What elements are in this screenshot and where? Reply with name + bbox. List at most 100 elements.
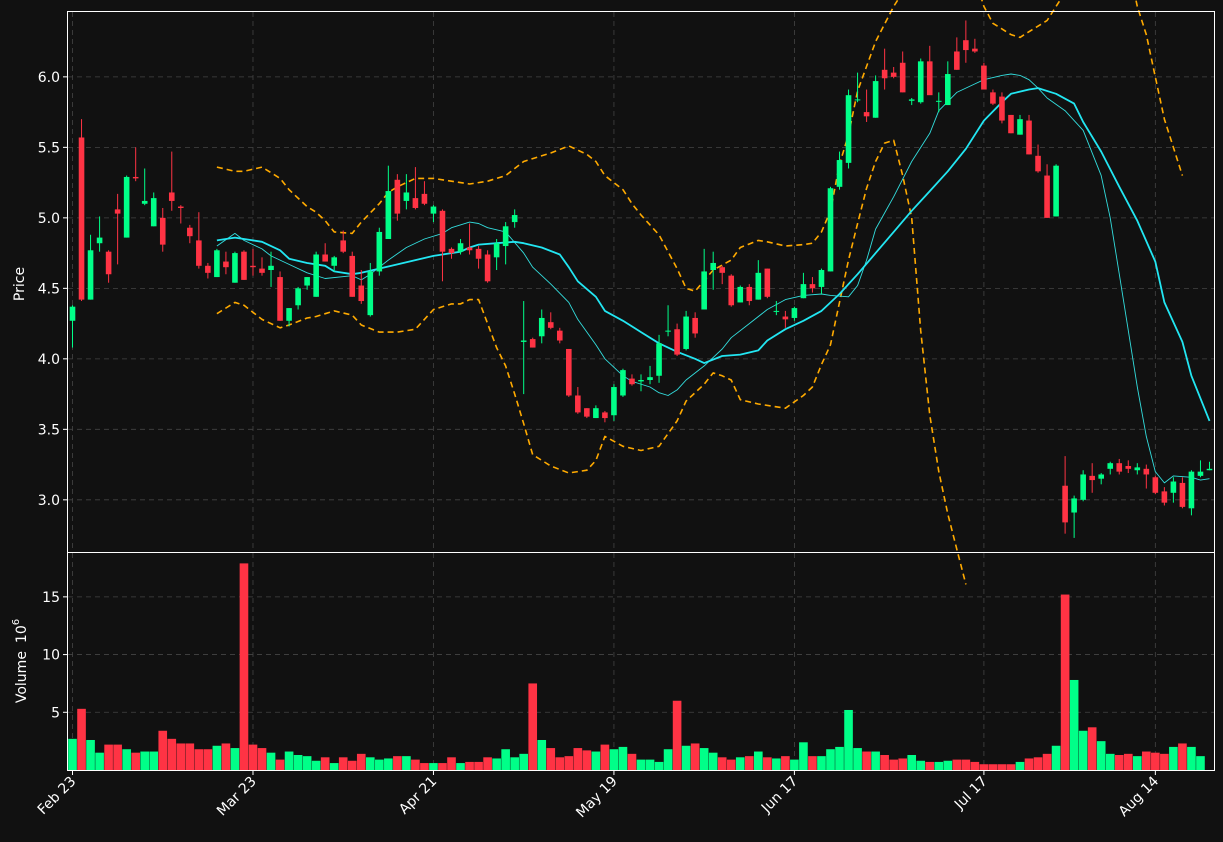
candle-body	[917, 61, 924, 103]
volume-tick-label: 5	[51, 705, 60, 721]
candle-body	[1053, 165, 1059, 217]
candle-body	[566, 348, 572, 396]
volume-bar	[212, 745, 222, 770]
volume-bar	[140, 751, 150, 770]
volume-bar	[627, 753, 637, 770]
candle-body	[159, 217, 166, 245]
candle-body	[349, 255, 356, 297]
candle-body	[241, 251, 247, 280]
candle-body	[1017, 119, 1023, 135]
candle-body	[1035, 155, 1041, 172]
candle-body	[538, 317, 545, 337]
short-moving-average-line	[216, 73, 1210, 484]
volume-bar	[907, 754, 917, 770]
candle-body	[575, 395, 581, 413]
candle-body	[313, 254, 319, 297]
volume-bar	[1087, 727, 1097, 770]
volume-axis-exponent-power: 6	[11, 619, 22, 625]
candle-body	[1062, 485, 1068, 523]
candle-body	[1206, 468, 1213, 471]
volume-bar	[1151, 752, 1160, 770]
volume-bar	[311, 760, 321, 770]
volume-bars	[68, 563, 1205, 770]
volume-bar	[1169, 746, 1178, 770]
candle-body	[484, 254, 491, 282]
candle-body	[1026, 120, 1032, 155]
volume-bar	[411, 759, 420, 770]
volume-bar	[591, 751, 601, 770]
candle-body	[710, 262, 716, 271]
volume-bar	[835, 746, 844, 770]
candle-body	[981, 65, 987, 90]
candle-body	[168, 192, 175, 201]
candle-body	[845, 95, 852, 163]
candle-body	[791, 308, 798, 318]
candle-body	[394, 179, 401, 214]
volume-bar	[600, 744, 610, 770]
candle-body	[295, 288, 301, 306]
candle-body	[647, 377, 653, 380]
volume-bar	[1196, 756, 1205, 770]
candle-body	[123, 176, 130, 238]
volume-bar	[185, 743, 195, 770]
volume-tick-label: 10	[42, 648, 60, 664]
volume-bar	[501, 749, 510, 770]
candle-body	[746, 286, 753, 302]
volume-bar	[672, 700, 682, 770]
volume-bar	[167, 738, 177, 770]
candle-body	[547, 322, 554, 328]
candle-body	[1161, 491, 1168, 503]
volume-bar	[763, 757, 772, 770]
price-tick-label: 3.5	[38, 422, 60, 438]
volume-bar	[546, 748, 556, 770]
candle-body	[96, 237, 103, 244]
price-tick-label: 5.0	[38, 211, 60, 227]
candle-body	[638, 379, 644, 382]
candle-body	[277, 277, 283, 321]
volume-bar	[492, 758, 501, 770]
candle-body	[701, 271, 707, 310]
volume-bar	[302, 756, 312, 770]
volume-bar	[708, 752, 718, 770]
volume-bar	[1142, 751, 1151, 770]
volume-bar	[952, 759, 962, 770]
volume-bar	[393, 756, 402, 770]
volume-bar	[474, 761, 483, 770]
candle-body	[1188, 471, 1195, 509]
price-tick-label: 6.0	[38, 70, 60, 86]
volume-bar	[1096, 741, 1106, 770]
volume-bar	[176, 743, 186, 770]
volume-bar	[510, 757, 519, 770]
candle-body	[1152, 477, 1159, 493]
volume-bar	[943, 760, 953, 770]
candle-body	[340, 240, 347, 252]
volume-bar	[293, 754, 303, 770]
volume-axis-label: Volume 106	[11, 619, 30, 703]
volume-bar	[1078, 730, 1088, 770]
candle-body	[114, 209, 121, 214]
volume-bar	[1178, 743, 1187, 770]
candle-body	[990, 92, 996, 104]
candle-body	[367, 271, 374, 316]
volume-bar	[203, 749, 213, 770]
volume-bar	[564, 756, 574, 770]
volume-bar	[1006, 764, 1016, 770]
candle-body	[1170, 481, 1177, 493]
volume-bar	[402, 756, 411, 770]
candle-body	[403, 192, 410, 201]
volume-bar	[447, 757, 456, 770]
volume-bar	[1060, 594, 1070, 770]
candle-body	[1143, 468, 1150, 475]
candle-body	[150, 198, 157, 227]
volume-bar	[889, 759, 898, 770]
volume-bar	[131, 752, 140, 770]
volume-bar	[465, 761, 474, 770]
candle-body	[728, 275, 735, 306]
volume-bar	[826, 749, 835, 770]
candle-body	[439, 210, 446, 252]
volume-bar	[221, 743, 231, 770]
candle-body	[205, 265, 211, 273]
volume-bar	[582, 750, 592, 770]
candle-body	[665, 330, 671, 332]
volume-bar	[555, 757, 565, 770]
